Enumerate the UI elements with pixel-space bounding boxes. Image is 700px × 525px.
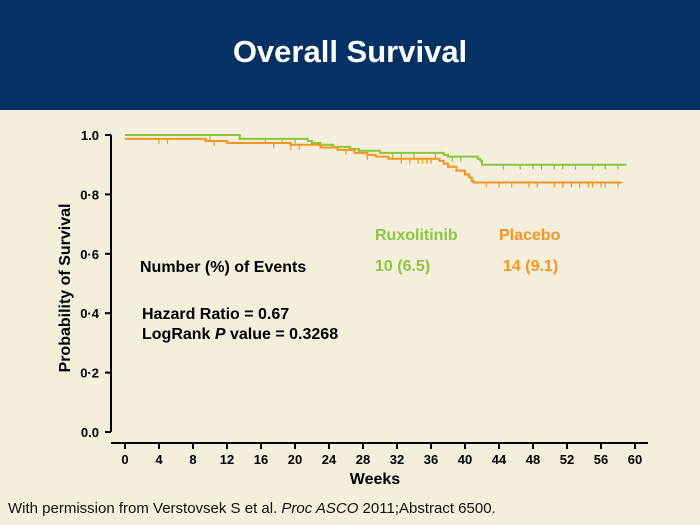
x-tick-label: 44 bbox=[492, 452, 507, 467]
y-tick-label: 1.0 bbox=[81, 128, 99, 143]
x-tick-label: 16 bbox=[254, 452, 268, 467]
logrank-p: P bbox=[215, 326, 226, 343]
logrank-prefix: LogRank bbox=[142, 326, 215, 343]
chart-series bbox=[125, 134, 627, 188]
x-tick-label: 24 bbox=[322, 452, 337, 467]
x-tick-label: 56 bbox=[594, 452, 608, 467]
citation-suffix: 2011;Abstract 6500. bbox=[358, 500, 496, 517]
hazard-ratio: Hazard Ratio = 0.67 bbox=[142, 306, 289, 323]
events-placebo: 14 (9.1) bbox=[503, 258, 558, 275]
legend-ruxolitinib: Ruxolitinib bbox=[375, 227, 458, 244]
chart-axes: 0.00·20·40·60·81.00 4 8 12 16 20 24 28 32 36 40 44 4… bbox=[80, 128, 648, 467]
y-tick-label: 0·2 bbox=[80, 366, 99, 381]
y-tick-label: 0.0 bbox=[81, 425, 99, 440]
x-tick-label: 4 bbox=[155, 452, 163, 467]
title-banner: Overall Survival bbox=[0, 0, 700, 110]
citation-journal: Proc ASCO bbox=[281, 500, 359, 517]
x-tick-label: 36 bbox=[424, 452, 438, 467]
events-ruxolitinib: 10 (6.5) bbox=[375, 258, 430, 275]
citation-footer: With permission from Verstovsek S et al.… bbox=[8, 500, 496, 517]
x-tick-label: 28 bbox=[356, 452, 370, 467]
y-tick-label: 0·6 bbox=[80, 247, 99, 262]
logrank-text: LogRank P value = 0.3268 bbox=[142, 326, 338, 343]
y-tick-label: 0·8 bbox=[80, 187, 99, 202]
x-tick-label: 8 bbox=[189, 452, 196, 467]
chart-annotations: Ruxolitinib Placebo Number (%) of Events… bbox=[140, 227, 561, 343]
x-tick-label: 0 bbox=[121, 452, 128, 467]
x-tick-label: 32 bbox=[390, 452, 404, 467]
series-line-placebo bbox=[125, 137, 623, 184]
citation-prefix: With permission from Verstovsek S et al. bbox=[8, 500, 282, 517]
x-tick-label: 20 bbox=[288, 452, 302, 467]
legend-placebo: Placebo bbox=[499, 227, 561, 244]
x-tick-label: 48 bbox=[526, 452, 540, 467]
events-label: Number (%) of Events bbox=[140, 259, 306, 276]
slide-title: Overall Survival bbox=[232, 34, 468, 69]
y-tick-label: 0·4 bbox=[80, 306, 100, 321]
x-tick-label: 40 bbox=[458, 452, 472, 467]
x-tick-label: 60 bbox=[628, 452, 642, 467]
series-line-ruxolitinib bbox=[125, 134, 627, 166]
x-tick-label: 12 bbox=[220, 452, 234, 467]
x-tick-label: 52 bbox=[560, 452, 574, 467]
logrank-suffix: value = 0.3268 bbox=[226, 326, 339, 343]
y-axis-label: Probability of Survival bbox=[57, 204, 74, 373]
x-axis-label: Weeks bbox=[350, 471, 401, 488]
